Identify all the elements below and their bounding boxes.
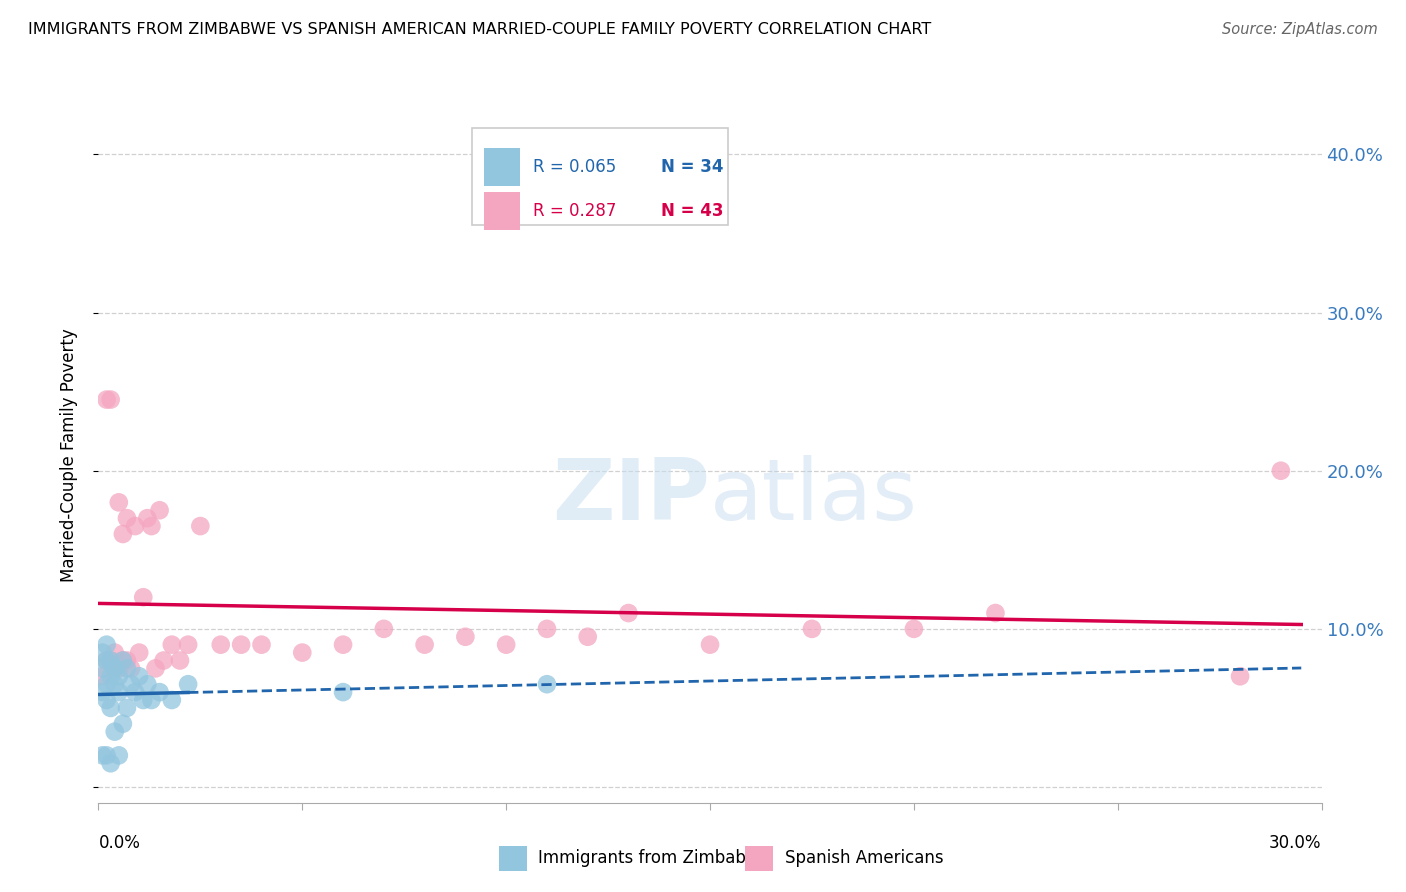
Point xyxy=(91,669,114,683)
Point xyxy=(149,503,172,517)
Point xyxy=(495,638,517,652)
Point xyxy=(250,638,273,652)
Point xyxy=(132,591,155,605)
Point xyxy=(177,677,200,691)
Point xyxy=(111,716,134,731)
Point xyxy=(124,685,146,699)
Point xyxy=(1229,669,1251,683)
Point xyxy=(108,669,131,683)
Point xyxy=(209,638,232,652)
Point xyxy=(115,653,138,667)
Point xyxy=(145,661,167,675)
Point xyxy=(699,638,721,652)
Point xyxy=(115,661,138,675)
Point xyxy=(801,622,824,636)
Text: Immigrants from Zimbabwe: Immigrants from Zimbabwe xyxy=(538,849,770,867)
Point xyxy=(111,527,134,541)
Point xyxy=(115,511,138,525)
Text: 0.0%: 0.0% xyxy=(98,834,141,852)
Point xyxy=(373,622,395,636)
Text: Source: ZipAtlas.com: Source: ZipAtlas.com xyxy=(1222,22,1378,37)
Point xyxy=(536,622,558,636)
Text: ZIP: ZIP xyxy=(553,455,710,538)
Point xyxy=(96,748,118,763)
Point xyxy=(91,661,114,675)
Point xyxy=(188,519,212,533)
Point xyxy=(454,630,477,644)
Point xyxy=(100,653,122,667)
Point xyxy=(136,511,159,525)
Point xyxy=(104,661,127,675)
Point xyxy=(96,677,118,691)
Text: atlas: atlas xyxy=(710,455,918,538)
Text: N = 43: N = 43 xyxy=(661,202,724,219)
Point xyxy=(91,748,114,763)
Point xyxy=(111,653,134,667)
Point xyxy=(160,638,183,652)
Point xyxy=(104,646,127,660)
Point xyxy=(413,638,436,652)
Text: 30.0%: 30.0% xyxy=(1270,834,1322,852)
Point xyxy=(96,653,118,667)
Point xyxy=(617,606,640,620)
Point xyxy=(96,653,118,667)
Point xyxy=(332,685,354,699)
Point xyxy=(136,677,159,691)
Point xyxy=(108,748,131,763)
Text: R = 0.287: R = 0.287 xyxy=(533,202,616,219)
Point xyxy=(100,669,122,683)
FancyBboxPatch shape xyxy=(484,148,520,186)
Point xyxy=(100,392,122,407)
Point xyxy=(120,677,142,691)
Point xyxy=(141,519,163,533)
Point xyxy=(100,756,122,771)
Point xyxy=(108,661,131,675)
FancyBboxPatch shape xyxy=(484,192,520,230)
Point xyxy=(132,693,155,707)
Point xyxy=(576,630,599,644)
Point xyxy=(115,701,138,715)
Point xyxy=(96,638,118,652)
Point xyxy=(903,622,925,636)
Point xyxy=(149,685,172,699)
Point xyxy=(104,724,127,739)
Point xyxy=(111,653,134,667)
Point xyxy=(91,685,114,699)
Point xyxy=(141,693,163,707)
Point xyxy=(291,646,314,660)
Point xyxy=(231,638,253,652)
Point xyxy=(984,606,1007,620)
Point xyxy=(332,638,354,652)
Point xyxy=(124,519,146,533)
Point xyxy=(96,392,118,407)
Point xyxy=(177,638,200,652)
Point xyxy=(104,677,127,691)
Text: IMMIGRANTS FROM ZIMBABWE VS SPANISH AMERICAN MARRIED-COUPLE FAMILY POVERTY CORRE: IMMIGRANTS FROM ZIMBABWE VS SPANISH AMER… xyxy=(28,22,931,37)
Text: R = 0.065: R = 0.065 xyxy=(533,158,616,176)
Text: Spanish Americans: Spanish Americans xyxy=(785,849,943,867)
FancyBboxPatch shape xyxy=(471,128,728,226)
Point xyxy=(536,677,558,691)
Point xyxy=(169,653,191,667)
Point xyxy=(152,653,174,667)
Point xyxy=(100,701,122,715)
Y-axis label: Married-Couple Family Poverty: Married-Couple Family Poverty xyxy=(59,328,77,582)
Point xyxy=(96,693,118,707)
Point xyxy=(1270,464,1292,478)
Point xyxy=(100,653,122,667)
Point xyxy=(108,685,131,699)
Point xyxy=(160,693,183,707)
Text: N = 34: N = 34 xyxy=(661,158,724,176)
Point xyxy=(120,661,142,675)
Point xyxy=(128,669,150,683)
Point xyxy=(108,495,131,509)
Point xyxy=(128,646,150,660)
Point xyxy=(91,646,114,660)
